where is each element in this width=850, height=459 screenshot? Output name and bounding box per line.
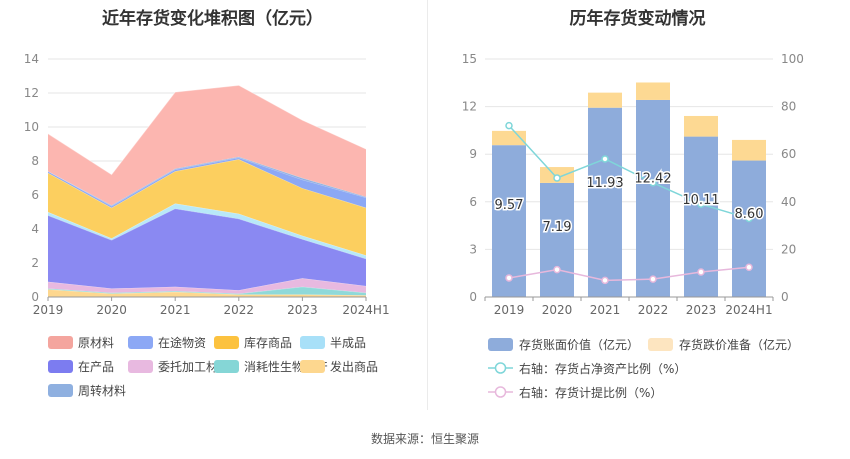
right-y-tick-label: 3 bbox=[469, 242, 477, 256]
bar-book-value bbox=[540, 182, 574, 297]
line-point-1 bbox=[649, 179, 657, 187]
line-point-2 bbox=[553, 265, 561, 274]
left-legend-swatch bbox=[214, 360, 239, 373]
left-legend-label[interactable]: 周转材料 bbox=[78, 384, 127, 398]
right-y-tick-label: 12 bbox=[462, 100, 477, 114]
bar-impairment bbox=[588, 92, 622, 108]
bar-book-value bbox=[732, 160, 766, 297]
right-y-tick-label: 9 bbox=[469, 147, 477, 161]
right-chart-title: 历年存货变动情况 bbox=[569, 9, 706, 29]
area-series-1 bbox=[48, 289, 366, 297]
line-point-1 bbox=[697, 200, 705, 208]
bar-value-label: 8.60 bbox=[735, 207, 764, 222]
right-legend-label[interactable]: 存货跌价准备（亿元） bbox=[679, 338, 800, 352]
left-legend-label[interactable]: 半成品 bbox=[330, 336, 367, 350]
panel-divider bbox=[427, 0, 428, 410]
area-series-6 bbox=[48, 159, 366, 256]
right-x-tick-label: 2023 bbox=[686, 303, 717, 317]
left-y-tick-label: 2 bbox=[31, 256, 39, 270]
right-x-tick-label: 2021 bbox=[590, 303, 621, 317]
left-legend-label[interactable]: 库存商品 bbox=[244, 336, 293, 350]
left-y-tick-label: 4 bbox=[31, 222, 39, 236]
data-source: 数据来源：恒生聚源 bbox=[370, 432, 479, 446]
bar-value-label: 11.93 bbox=[586, 176, 623, 191]
left-y-tick-label: 0 bbox=[31, 290, 39, 304]
left-legend-label[interactable]: 委托加工材料 bbox=[158, 360, 231, 374]
line-point-1 bbox=[601, 155, 609, 163]
left-y-tick-label: 8 bbox=[31, 154, 39, 168]
left-x-tick-label: 2021 bbox=[160, 303, 191, 317]
right-x-tick-label: 2020 bbox=[542, 303, 573, 317]
right-y-tick-label: 15 bbox=[462, 52, 477, 66]
left-y-tick-label: 10 bbox=[24, 120, 39, 134]
line-point-2 bbox=[649, 275, 657, 283]
left-legend-swatch bbox=[128, 360, 153, 373]
left-x-tick-label: 2019 bbox=[33, 303, 64, 317]
right-legend-marker bbox=[494, 362, 507, 374]
right-y2-tick-label: 40 bbox=[781, 195, 796, 209]
line-point-2 bbox=[745, 263, 753, 271]
bar-value-label: 12.42 bbox=[634, 172, 671, 187]
area-series-9 bbox=[48, 85, 366, 206]
right-legend-label[interactable]: 存货账面价值（亿元） bbox=[519, 338, 640, 352]
left-legend-label[interactable]: 在途物资 bbox=[158, 336, 207, 350]
right-y2-tick-label: 100 bbox=[781, 52, 804, 66]
left-legend-label[interactable]: 在产品 bbox=[78, 360, 115, 374]
right-legend-swatch bbox=[648, 338, 673, 351]
bar-value-label: 10.11 bbox=[682, 193, 719, 208]
area-edge-9 bbox=[47, 84, 367, 176]
left-legend-label[interactable]: 原材料 bbox=[78, 336, 115, 350]
line-point-2 bbox=[601, 276, 609, 285]
right-y2-tick-label: 60 bbox=[781, 147, 796, 161]
left-x-tick-label: 2023 bbox=[287, 303, 318, 317]
area-series-7 bbox=[48, 157, 366, 208]
right-y-tick-label: 0 bbox=[469, 290, 477, 304]
left-y-tick-label: 6 bbox=[31, 188, 39, 202]
left-legend-label[interactable]: 发出商品 bbox=[330, 360, 379, 374]
right-legend-label[interactable]: 右轴：存货占净资产比例（%） bbox=[519, 362, 687, 376]
left-chart-title: 近年存货变化堆积图（亿元） bbox=[102, 9, 323, 29]
line-series-1 bbox=[508, 125, 750, 220]
left-x-tick-label: 2020 bbox=[96, 303, 127, 317]
right-y-tick-label: 6 bbox=[469, 195, 477, 209]
left-legend-swatch bbox=[300, 336, 325, 349]
left-legend-swatch bbox=[128, 336, 153, 349]
bar-value-label: 9.57 bbox=[495, 198, 524, 213]
area-series-2 bbox=[48, 286, 366, 296]
right-legend-swatch bbox=[488, 338, 513, 351]
right-x-tick-label: 2019 bbox=[494, 303, 525, 317]
line-point-1 bbox=[745, 214, 753, 223]
bar-book-value bbox=[636, 99, 670, 297]
bar-book-value bbox=[492, 145, 526, 297]
right-y2-tick-label: 0 bbox=[781, 290, 789, 304]
bar-impairment bbox=[636, 82, 670, 100]
left-y-tick-label: 12 bbox=[24, 86, 39, 100]
line-point-1 bbox=[505, 121, 513, 130]
left-legend-swatch bbox=[48, 384, 73, 397]
right-legend-label[interactable]: 右轴：存货计提比例（%） bbox=[519, 386, 663, 400]
line-point-1 bbox=[553, 174, 561, 182]
left-x-tick-label: 2024H1 bbox=[342, 303, 389, 317]
bar-value-label: 7.19 bbox=[543, 220, 572, 235]
bar-impairment bbox=[732, 139, 766, 161]
bar-impairment bbox=[684, 115, 718, 137]
line-point-2 bbox=[505, 274, 513, 282]
left-legend-swatch bbox=[48, 360, 73, 373]
right-legend-marker bbox=[494, 386, 507, 398]
right-x-tick-label: 2024H1 bbox=[725, 303, 772, 317]
right-y2-tick-label: 20 bbox=[781, 242, 796, 256]
line-point-2 bbox=[697, 268, 705, 276]
bar-book-value bbox=[588, 107, 622, 297]
left-legend-swatch bbox=[300, 360, 325, 373]
line-series-2 bbox=[508, 266, 750, 282]
right-x-tick-label: 2022 bbox=[638, 303, 669, 317]
left-legend-swatch bbox=[214, 336, 239, 349]
right-y2-tick-label: 80 bbox=[781, 100, 796, 114]
left-y-tick-label: 14 bbox=[24, 52, 39, 66]
left-legend-swatch bbox=[48, 336, 73, 349]
area-series-4 bbox=[48, 208, 366, 291]
left-x-tick-label: 2022 bbox=[224, 303, 255, 317]
area-series-3 bbox=[48, 278, 366, 294]
